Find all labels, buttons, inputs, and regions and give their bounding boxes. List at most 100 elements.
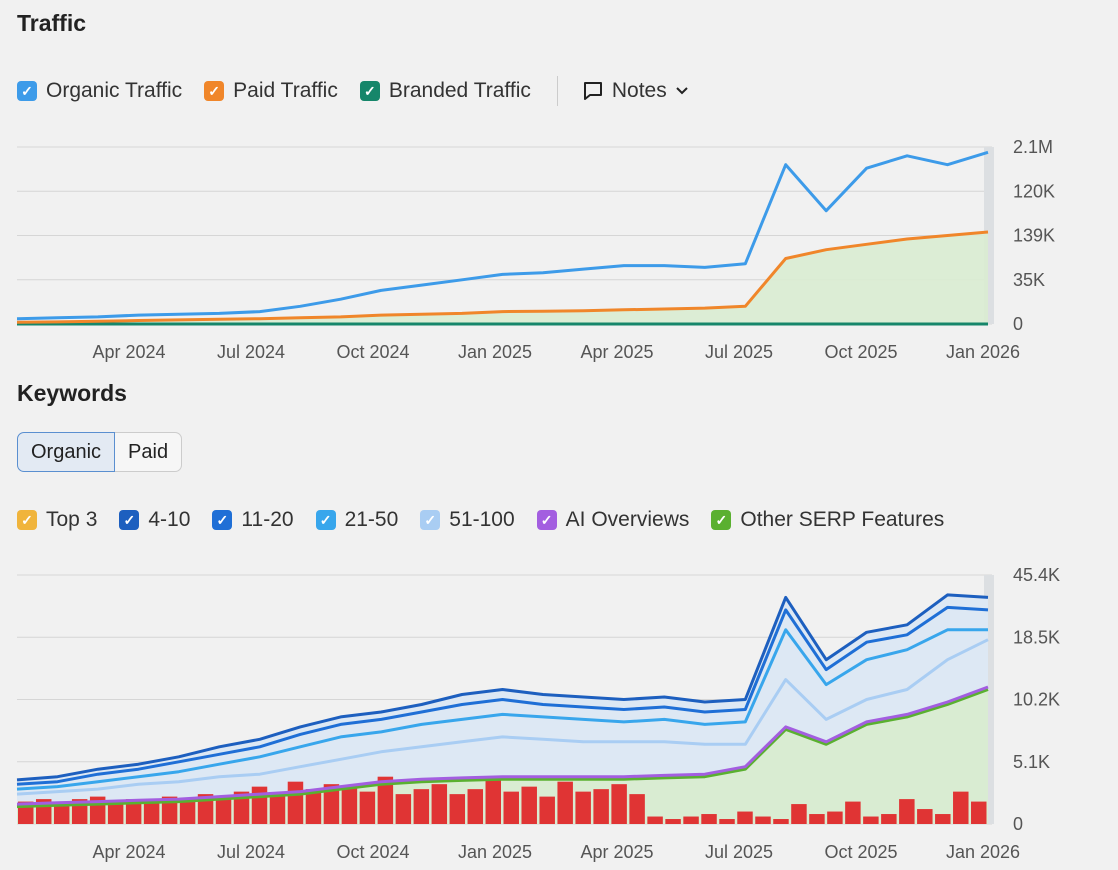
- x-tick-label: Jan 2025: [458, 342, 532, 362]
- checkbox-icon[interactable]: ✓: [711, 510, 732, 530]
- divider: [556, 76, 558, 106]
- legend-label: Paid Traffic: [233, 79, 338, 102]
- checkbox-icon[interactable]: ✓: [536, 510, 557, 530]
- x-tick-label: Oct 2025: [824, 342, 897, 362]
- y-tick-label: 139K: [1013, 226, 1055, 246]
- legend-paid-traffic[interactable]: ✓ Paid Traffic: [204, 79, 338, 103]
- checkbox-icon[interactable]: ✓: [17, 510, 37, 530]
- bar-top-3: [683, 816, 699, 824]
- checkbox-icon[interactable]: ✓: [17, 81, 37, 101]
- bar-top-3: [629, 794, 645, 824]
- tab-organic[interactable]: Organic: [17, 432, 116, 472]
- hover-band: [984, 575, 994, 824]
- legend-label: Branded Traffic: [388, 79, 531, 102]
- checkbox-icon[interactable]: ✓: [119, 510, 140, 530]
- traffic-title: Traffic: [17, 10, 87, 36]
- checkbox-icon[interactable]: ✓: [212, 510, 233, 530]
- y-tick-label: 18.5K: [1013, 627, 1060, 647]
- x-tick-label: Jan 2026: [946, 342, 1020, 362]
- bar-top-3: [917, 809, 933, 824]
- legend-label: Other SERP Features: [740, 508, 945, 531]
- bar-top-3: [53, 801, 70, 824]
- bar-top-3: [719, 819, 735, 824]
- series-line-paid-traffic: [16, 230, 989, 324]
- series-line-51-100: [16, 638, 989, 796]
- bar-top-3: [431, 784, 448, 824]
- checkbox-icon[interactable]: ✓: [359, 81, 380, 101]
- bar-top-3: [179, 801, 196, 824]
- traffic-chart: 0 35K 139K 120K 2.1M Apr 2024 Jul 2024 Oct 2024…: [16, 137, 1055, 362]
- x-tick-label: Jul 2025: [705, 342, 773, 362]
- bar-top-3: [791, 804, 807, 824]
- series-line-ai-overviews: [16, 685, 989, 806]
- bar-top-3: [971, 801, 987, 824]
- bar-top-3: [215, 799, 232, 824]
- notes-button[interactable]: Notes: [582, 79, 689, 103]
- bar-top-3: [449, 794, 466, 824]
- x-tick-label: Apr 2024: [92, 842, 165, 862]
- x-tick-label: Oct 2025: [824, 842, 897, 862]
- serp-area: [17, 689, 988, 824]
- checkbox-icon[interactable]: ✓: [420, 510, 441, 530]
- comment-icon: [583, 82, 602, 100]
- y-tick-label: 120K: [1013, 181, 1055, 201]
- series-line-11-20: [16, 605, 989, 786]
- bar-top-3: [737, 811, 753, 824]
- bar-top-3: [107, 801, 124, 824]
- x-tick-label: Oct 2024: [336, 342, 409, 362]
- legend-label: 21-50: [344, 508, 399, 531]
- bar-top-3: [269, 794, 286, 824]
- series-line-other-serp-features: [16, 688, 989, 809]
- tab-paid[interactable]: Paid: [115, 432, 183, 472]
- bar-top-3: [647, 816, 663, 824]
- keywords-title: Keywords: [17, 380, 127, 406]
- bar-top-3: [773, 819, 789, 824]
- bar-top-3: [395, 794, 412, 824]
- x-tick-label: Jul 2024: [217, 842, 285, 862]
- checkbox-icon[interactable]: ✓: [315, 510, 336, 530]
- bar-top-3: [899, 799, 915, 824]
- bar-top-3: [827, 811, 843, 824]
- y-tick-label: 10.2K: [1013, 690, 1060, 710]
- legend-label: 11-20: [241, 508, 294, 531]
- bar-top-3: [287, 781, 304, 824]
- y-tick-label: 35K: [1013, 270, 1045, 290]
- bar-top-3: [539, 796, 555, 824]
- bar-top-3: [503, 791, 519, 824]
- x-tick-label: Jul 2025: [705, 842, 773, 862]
- legend-branded-traffic[interactable]: ✓ Branded Traffic: [359, 79, 531, 103]
- checkbox-icon[interactable]: ✓: [204, 81, 225, 101]
- x-tick-label: Apr 2024: [92, 342, 165, 362]
- bar-top-3: [845, 801, 861, 824]
- legend-label: 51-100: [449, 508, 515, 531]
- bar-top-3: [323, 784, 340, 824]
- keywords-legend: ✓ Top 3 ✓ 4-10 ✓ 11-20 ✓ 21-50 ✓ 51-100 ✓ AI O…: [17, 508, 966, 532]
- legend-label: AI Overviews: [565, 508, 690, 531]
- y-tick-label: 0: [1013, 814, 1023, 834]
- y-tick-label: 2.1M: [1013, 137, 1053, 157]
- bar-top-3: [341, 786, 358, 824]
- bar-top-3: [701, 814, 717, 824]
- bar-top-3: [485, 779, 501, 824]
- x-tick-label: Jan 2025: [458, 842, 532, 862]
- x-tick-label: Apr 2025: [580, 842, 653, 862]
- bar-top-3: [125, 799, 142, 824]
- bar-top-3: [359, 791, 376, 824]
- y-tick-label: 0: [1013, 314, 1023, 334]
- legend-organic-traffic[interactable]: ✓ Organic Traffic: [17, 79, 182, 103]
- series-line-21-50: [16, 628, 988, 791]
- y-tick-label: 45.4K: [1013, 565, 1060, 585]
- bar-top-3: [863, 816, 879, 824]
- bar-top-3: [233, 791, 250, 824]
- series-line-4-10: [16, 593, 989, 782]
- hover-band: [984, 147, 994, 324]
- bar-top-3: [467, 789, 484, 824]
- bar-top-3: [593, 789, 609, 824]
- bar-top-3: [953, 791, 969, 824]
- x-tick-label: Jan 2026: [946, 842, 1020, 862]
- bar-top-3: [935, 814, 951, 824]
- bar-top-3: [809, 814, 825, 824]
- x-tick-label: Apr 2025: [580, 342, 653, 362]
- x-tick-label: Oct 2024: [336, 842, 409, 862]
